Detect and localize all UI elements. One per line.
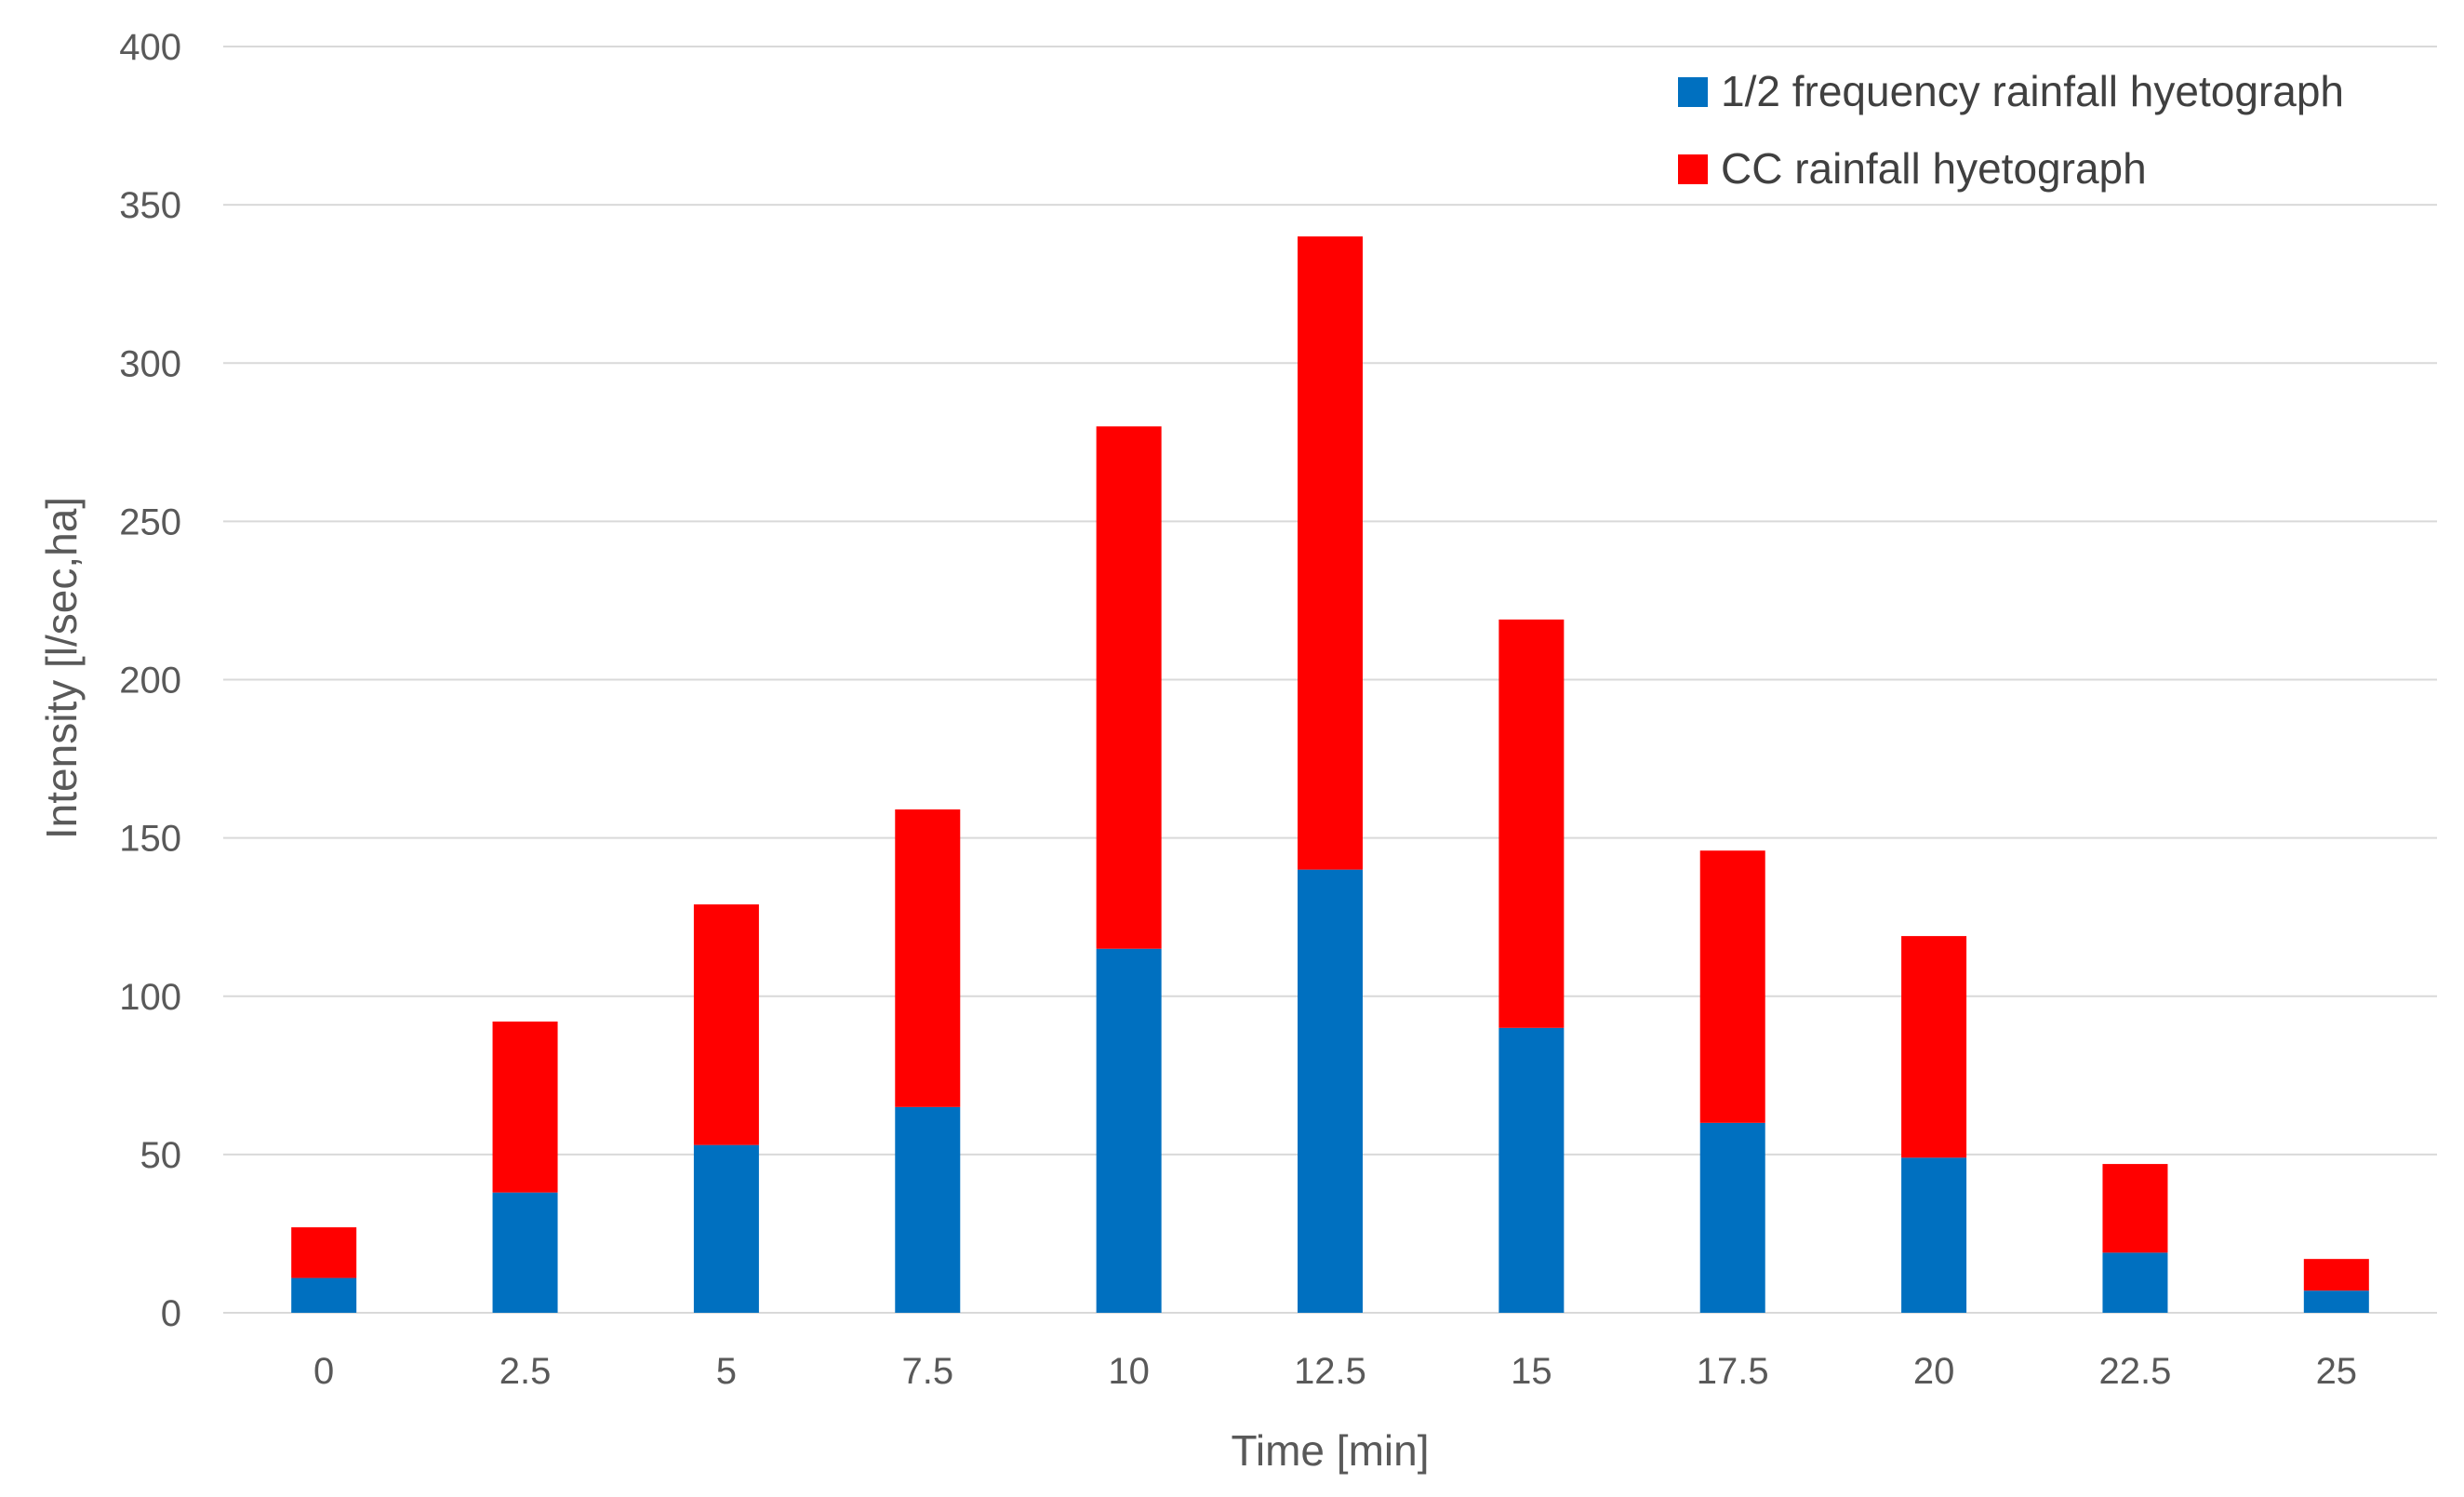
x-tick-label: 5	[716, 1351, 737, 1392]
y-tick-label: 300	[119, 343, 181, 384]
y-tick-label: 0	[161, 1293, 181, 1334]
y-axis-ticks: 0 50 100 150 200 250 300 350 400	[119, 27, 181, 1334]
x-tick-label: 2.5	[499, 1351, 552, 1392]
x-tick-label: 17.5	[1697, 1351, 1769, 1392]
x-tick-label: 25	[2316, 1351, 2358, 1392]
bar-half-frequency-15	[1498, 1027, 1565, 1313]
bar-cc-20	[1901, 936, 1967, 1158]
x-tick-label: 22.5	[2099, 1351, 2172, 1392]
bar-half-frequency-0	[291, 1277, 357, 1313]
x-tick-label: 0	[313, 1351, 334, 1392]
x-tick-label: 15	[1511, 1351, 1552, 1392]
bar-half-frequency-2.5	[492, 1192, 558, 1313]
bar-cc-7.5	[895, 809, 961, 1107]
bar-half-frequency-20	[1901, 1157, 1967, 1313]
legend-item-cc: CC rainfall hyetograph	[1678, 144, 2147, 193]
bar-cc-17.5	[1699, 850, 1765, 1123]
x-axis-ticks: 0 2.5 5 7.5 10 12.5 15 17.5 20 22.5 25	[313, 1351, 2357, 1392]
y-tick-label: 100	[119, 977, 181, 1018]
x-tick-label: 10	[1108, 1351, 1150, 1392]
x-tick-label: 7.5	[901, 1351, 953, 1392]
x-tick-label: 12.5	[1294, 1351, 1366, 1392]
legend-item-half-frequency: 1/2 frequency rainfall hyetograph	[1678, 67, 2344, 115]
y-axis-title: Intensity [l/sec,ha]	[37, 497, 86, 839]
bar-half-frequency-17.5	[1699, 1122, 1765, 1313]
bar-half-frequency-22.5	[2102, 1252, 2168, 1313]
bar-half-frequency-5	[693, 1144, 759, 1313]
legend: 1/2 frequency rainfall hyetograph CC rai…	[1678, 67, 2344, 193]
legend-swatch-half-frequency	[1678, 77, 1708, 107]
bar-cc-5	[693, 904, 759, 1145]
bar-half-frequency-10	[1096, 948, 1162, 1313]
x-axis-title: Time [min]	[1232, 1426, 1430, 1475]
y-tick-label: 350	[119, 185, 181, 226]
y-tick-label: 400	[119, 27, 181, 68]
legend-label-cc: CC rainfall hyetograph	[1721, 144, 2147, 193]
legend-label-half-frequency: 1/2 frequency rainfall hyetograph	[1721, 67, 2344, 115]
bar-cc-25	[2303, 1259, 2369, 1291]
x-tick-label: 20	[1913, 1351, 1955, 1392]
y-tick-label: 250	[119, 501, 181, 542]
bar-half-frequency-7.5	[895, 1106, 961, 1313]
y-tick-label: 200	[119, 661, 181, 702]
bar-cc-10	[1096, 426, 1162, 949]
bar-cc-15	[1498, 619, 1565, 1028]
legend-swatch-cc	[1678, 154, 1708, 184]
bar-half-frequency-25	[2303, 1290, 2369, 1313]
bar-cc-12.5	[1298, 236, 1363, 870]
bars	[291, 236, 2369, 1313]
bar-half-frequency-12.5	[1298, 869, 1363, 1313]
y-tick-label: 150	[119, 819, 181, 860]
bar-cc-0	[291, 1227, 357, 1278]
bar-cc-22.5	[2102, 1164, 2168, 1253]
bar-cc-2.5	[492, 1021, 558, 1193]
y-tick-label: 50	[140, 1135, 182, 1176]
